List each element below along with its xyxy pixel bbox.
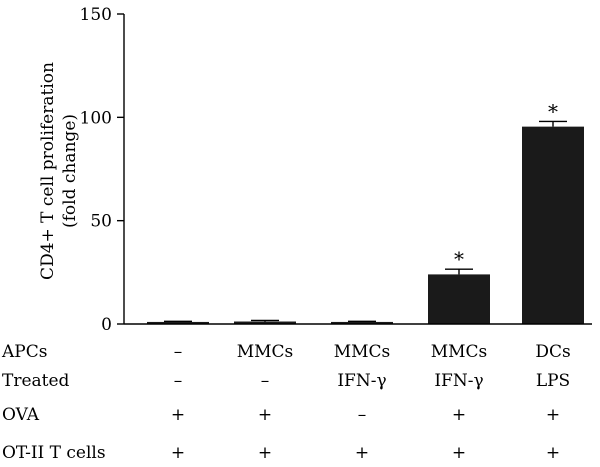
table-cell: + — [355, 443, 369, 463]
bar — [428, 274, 490, 324]
table-cell: + — [258, 405, 272, 425]
table-cell: IFN-γ — [337, 371, 386, 391]
y-tick-label: 100 — [80, 108, 112, 128]
table-cell: + — [546, 405, 560, 425]
y-axis-title-line: (fold change) — [60, 114, 80, 228]
table-cell: IFN-γ — [434, 371, 483, 391]
table-cell: MMCs — [334, 342, 391, 362]
table-cell: + — [171, 405, 185, 425]
y-tick-label: 150 — [80, 5, 112, 25]
table-cell: + — [546, 443, 560, 463]
table-cell: DCs — [535, 342, 570, 362]
table-row-label: APCs — [1, 342, 47, 362]
table-cell: – — [174, 342, 183, 362]
y-tick-label: 50 — [90, 212, 112, 232]
y-axis-title: CD4+ T cell proliferation (fold change) — [38, 62, 80, 280]
table-row-label: OT-II T cells — [2, 443, 106, 463]
table-cell: LPS — [536, 371, 570, 391]
bar — [147, 321, 209, 324]
bar — [331, 321, 393, 324]
table-cell: + — [452, 405, 466, 425]
table-row-label: OVA — [2, 405, 40, 425]
table-cell: – — [358, 405, 367, 425]
table-cell: + — [171, 443, 185, 463]
y-tick-label: 0 — [101, 315, 112, 335]
table-row-label: Treated — [2, 371, 70, 391]
y-axis-title-line: CD4+ T cell proliferation — [38, 62, 58, 280]
table-cell: MMCs — [431, 342, 488, 362]
table-cell: + — [452, 443, 466, 463]
table-cell: MMCs — [237, 342, 294, 362]
table-cell: + — [258, 443, 272, 463]
significance-marker: * — [548, 99, 558, 123]
significance-marker: * — [454, 247, 464, 271]
y-axis: 0 50 100 150 — [80, 5, 125, 335]
bar — [522, 126, 584, 324]
bars-group: ** — [147, 99, 584, 324]
condition-table: APCs – MMCs MMCs MMCs DCs Treated – – IFN-γ IFN-γ L… — [1, 342, 571, 463]
table-cell: – — [261, 371, 270, 391]
bar — [234, 321, 296, 324]
table-cell: – — [174, 371, 183, 391]
